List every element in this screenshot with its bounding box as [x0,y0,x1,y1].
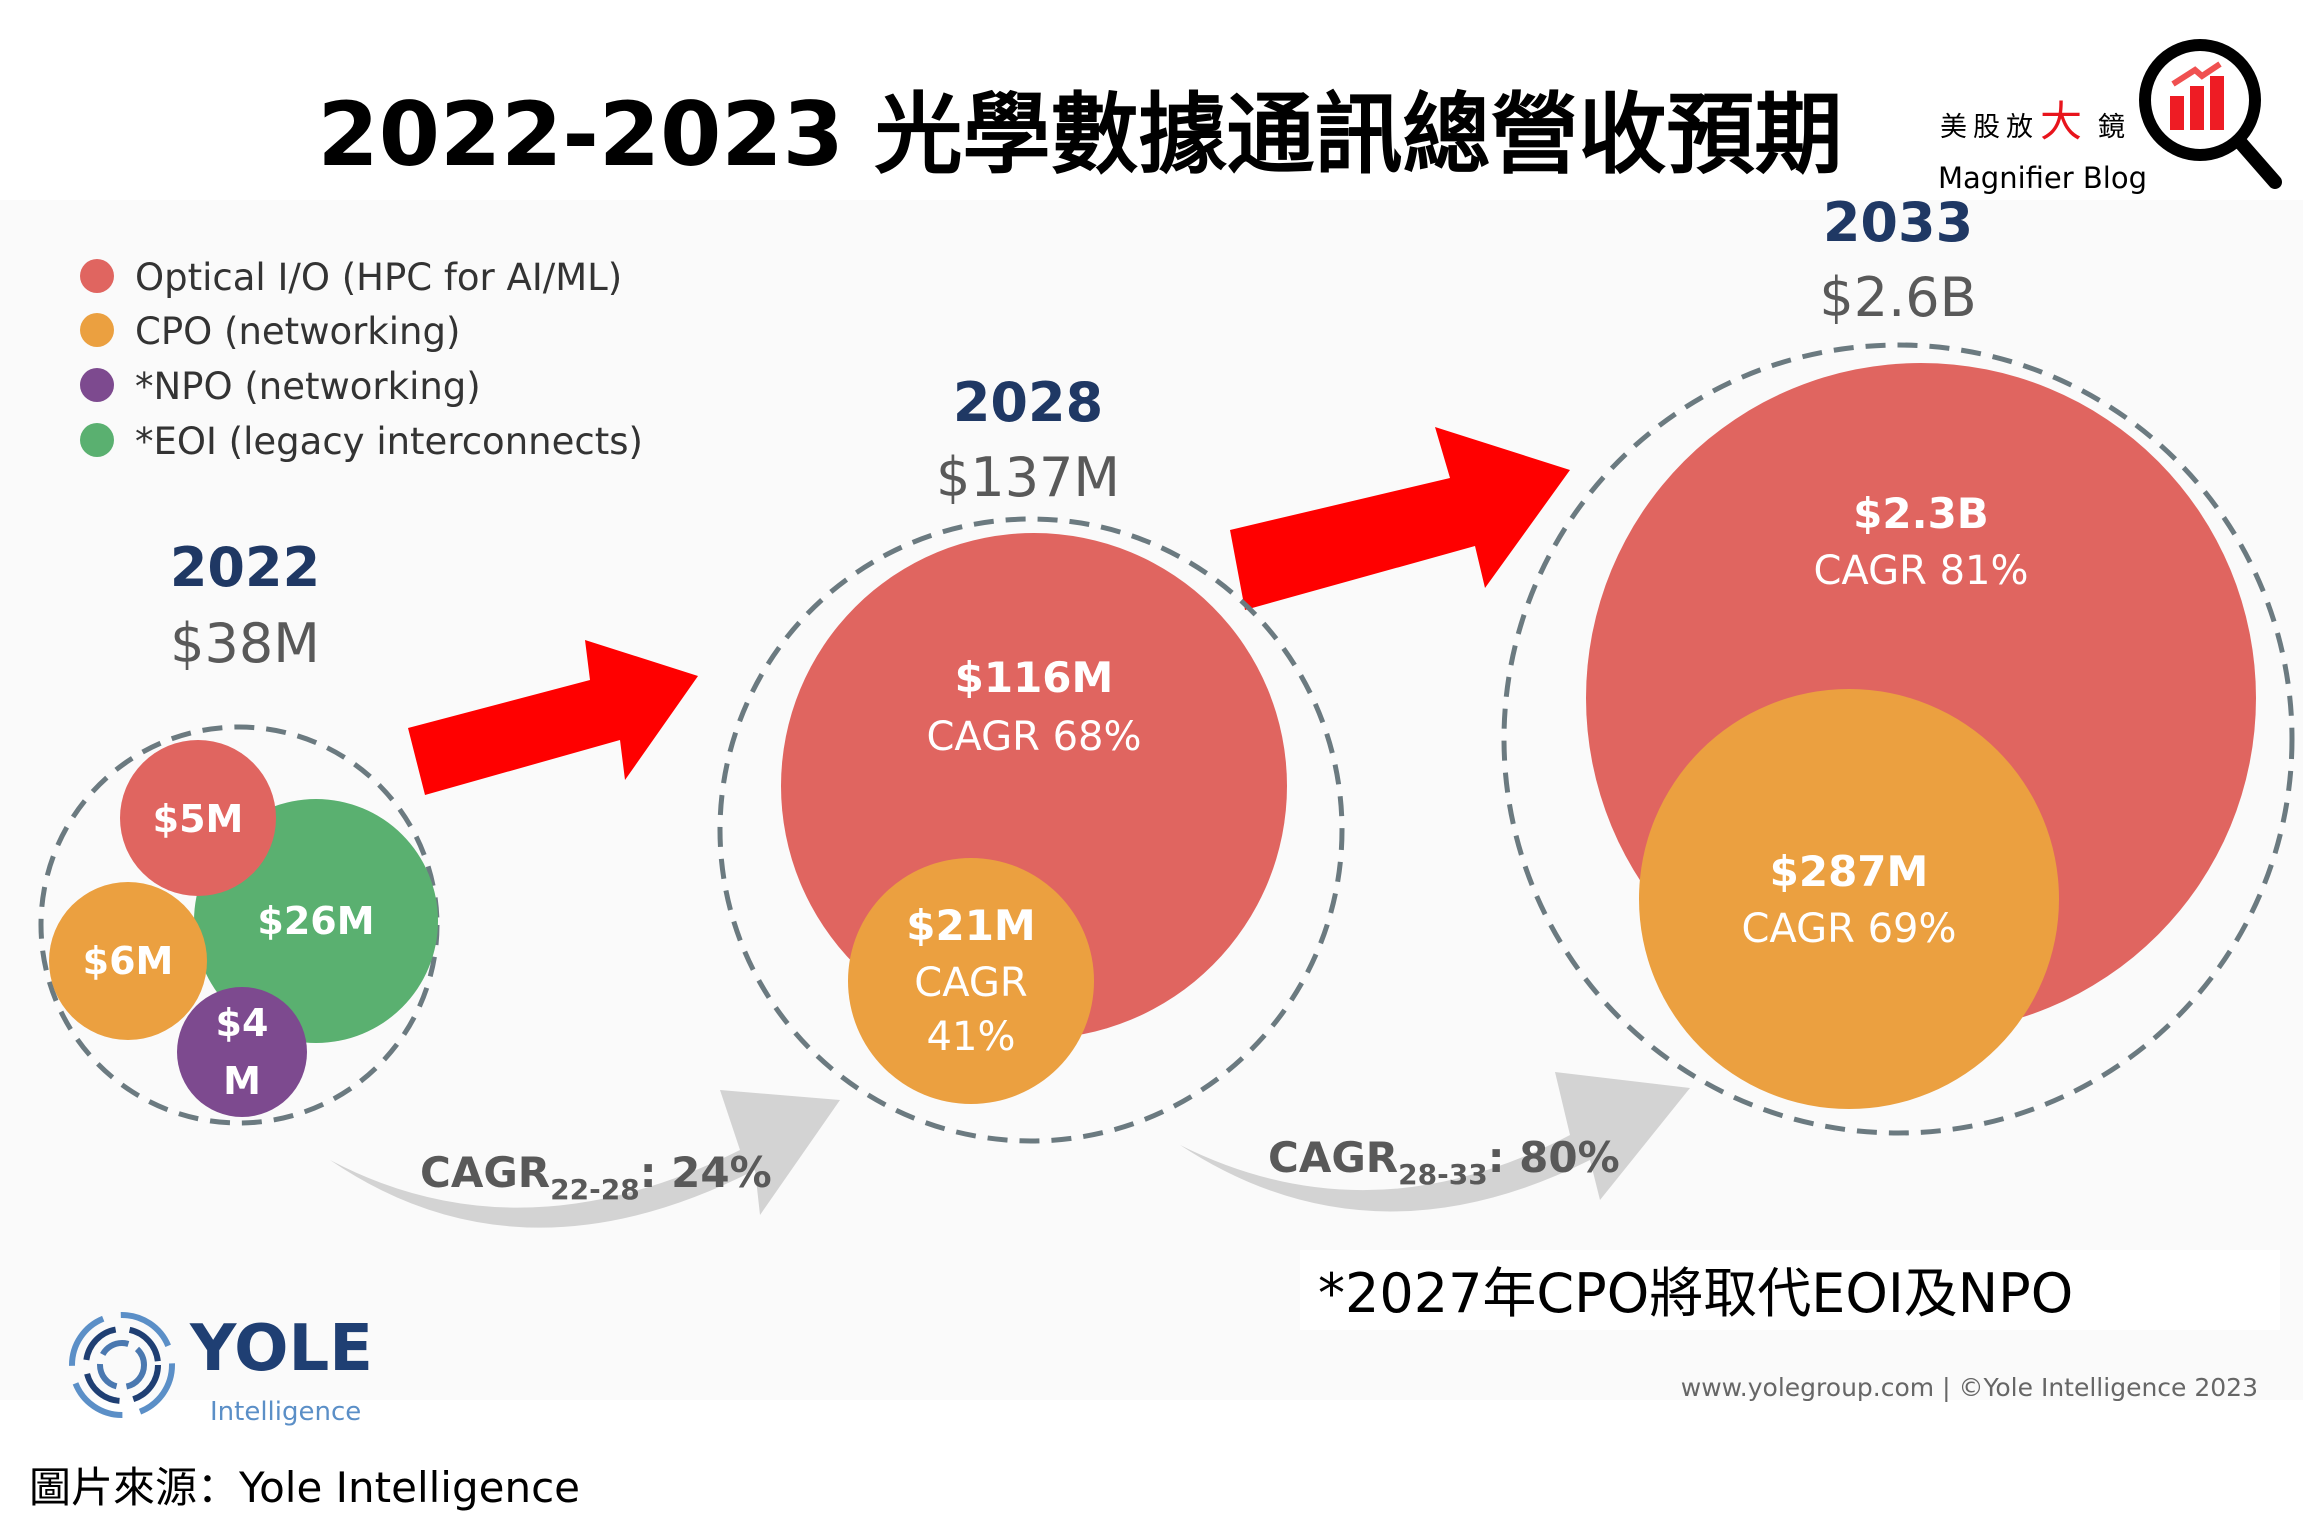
cagr-optical-2033: CAGR 81% [1814,548,2029,594]
group-2022: 2022 $38M $5M $26M $6M $4 M [38,536,440,1126]
value-cpo-2022: $6M [83,939,174,983]
legend-dot-eoi [80,423,114,457]
total-2033: $2.6B [1819,266,1976,329]
value-cpo-2033: $287M [1770,847,1929,896]
yole-rings-icon [69,1312,175,1418]
value-npo-2022-line2: M [223,1059,261,1103]
dashed-ring-2028 [717,516,1345,1144]
bubble-cpo-2033 [1639,689,2059,1109]
group-2033: 2033 $2.6B $2.3B CAGR 81% $287M CAGR 69% [1501,191,2295,1136]
value-optical-2033: $2.3B [1853,489,1989,538]
value-optical-2028: $116M [955,653,1114,702]
cagr-label-28-33: CAGR28-33: 80% [1268,1133,1620,1191]
legend-dot-npo [80,368,114,402]
cagr-cpo-2028-line2: 41% [927,1014,1016,1060]
legend-label-cpo: CPO (networking) [135,310,460,353]
magnifier-chart-icon [2139,39,2282,189]
page-title: 2022-2023 光學數據通訊總營收預期 [317,83,1842,186]
legend-dot-optical [80,259,114,293]
magnifier-blog-logo: 美 股 放 大 鏡 Magnifier Blog [1938,39,2282,195]
cagr-optical-2028: CAGR 68% [927,714,1142,760]
bubble-npo-2022 [177,987,307,1117]
cagr-arrow-28-33: CAGR28-33: 80% [1180,1072,1690,1212]
legend-label-eoi: *EOI (legacy interconnects) [135,420,643,463]
total-2022: $38M [170,612,320,675]
value-npo-2022-line1: $4 [216,1001,269,1045]
logo-cn-3: 放 [2006,112,2033,143]
logo-en: Magnifier Blog [1938,161,2147,195]
cagr-cpo-2028-line1: CAGR [914,960,1027,1006]
bubble-cpo-2022 [49,882,207,1040]
cagr-arrow-22-28: CAGR22-28: 24% [330,1090,840,1228]
red-arrow-1 [408,640,698,795]
value-cpo-2028: $21M [906,901,1035,950]
bubble-optical-2022 [120,740,276,896]
bubble-cpo-2028 [848,858,1094,1104]
logo-cn-4: 大 [2040,97,2082,146]
yole-logo: YOLE Intelligence [69,1312,373,1427]
total-2028: $137M [936,446,1120,509]
cagr-cpo-2033: CAGR 69% [1742,906,1957,952]
note-text: *2027年CPO將取代EOI及NPO [1318,1262,2073,1325]
group-2028: 2028 $137M $116M CAGR 68% $21M CAGR 41% [717,371,1345,1144]
year-2022: 2022 [170,536,320,599]
legend-label-npo: *NPO (networking) [135,365,481,408]
logo-cn-5: 鏡 [2098,112,2125,143]
logo-cn-1: 美 [1940,112,1967,143]
cagr-label-22-28: CAGR22-28: 24% [420,1148,772,1206]
note-box [1300,1250,2280,1330]
value-optical-2022: $5M [153,797,244,841]
source-caption: 圖片來源：Yole Intelligence [29,1463,580,1512]
dashed-ring-2033 [1501,342,2295,1136]
legend: Optical I/O (HPC for AI/ML) CPO (network… [80,256,643,463]
logo-cn-2: 股 [1973,112,2000,143]
year-2033: 2033 [1823,191,1973,254]
year-2028: 2028 [953,371,1103,434]
legend-dot-cpo [80,313,114,347]
copyright-text: www.yolegroup.com | ©Yole Intelligence 2… [1681,1373,2258,1402]
yole-sub: Intelligence [210,1397,361,1427]
red-arrow-2 [1230,427,1570,610]
yole-name: YOLE [189,1312,373,1386]
legend-label-optical: Optical I/O (HPC for AI/ML) [135,256,622,299]
value-eoi-2022: $26M [257,899,374,943]
